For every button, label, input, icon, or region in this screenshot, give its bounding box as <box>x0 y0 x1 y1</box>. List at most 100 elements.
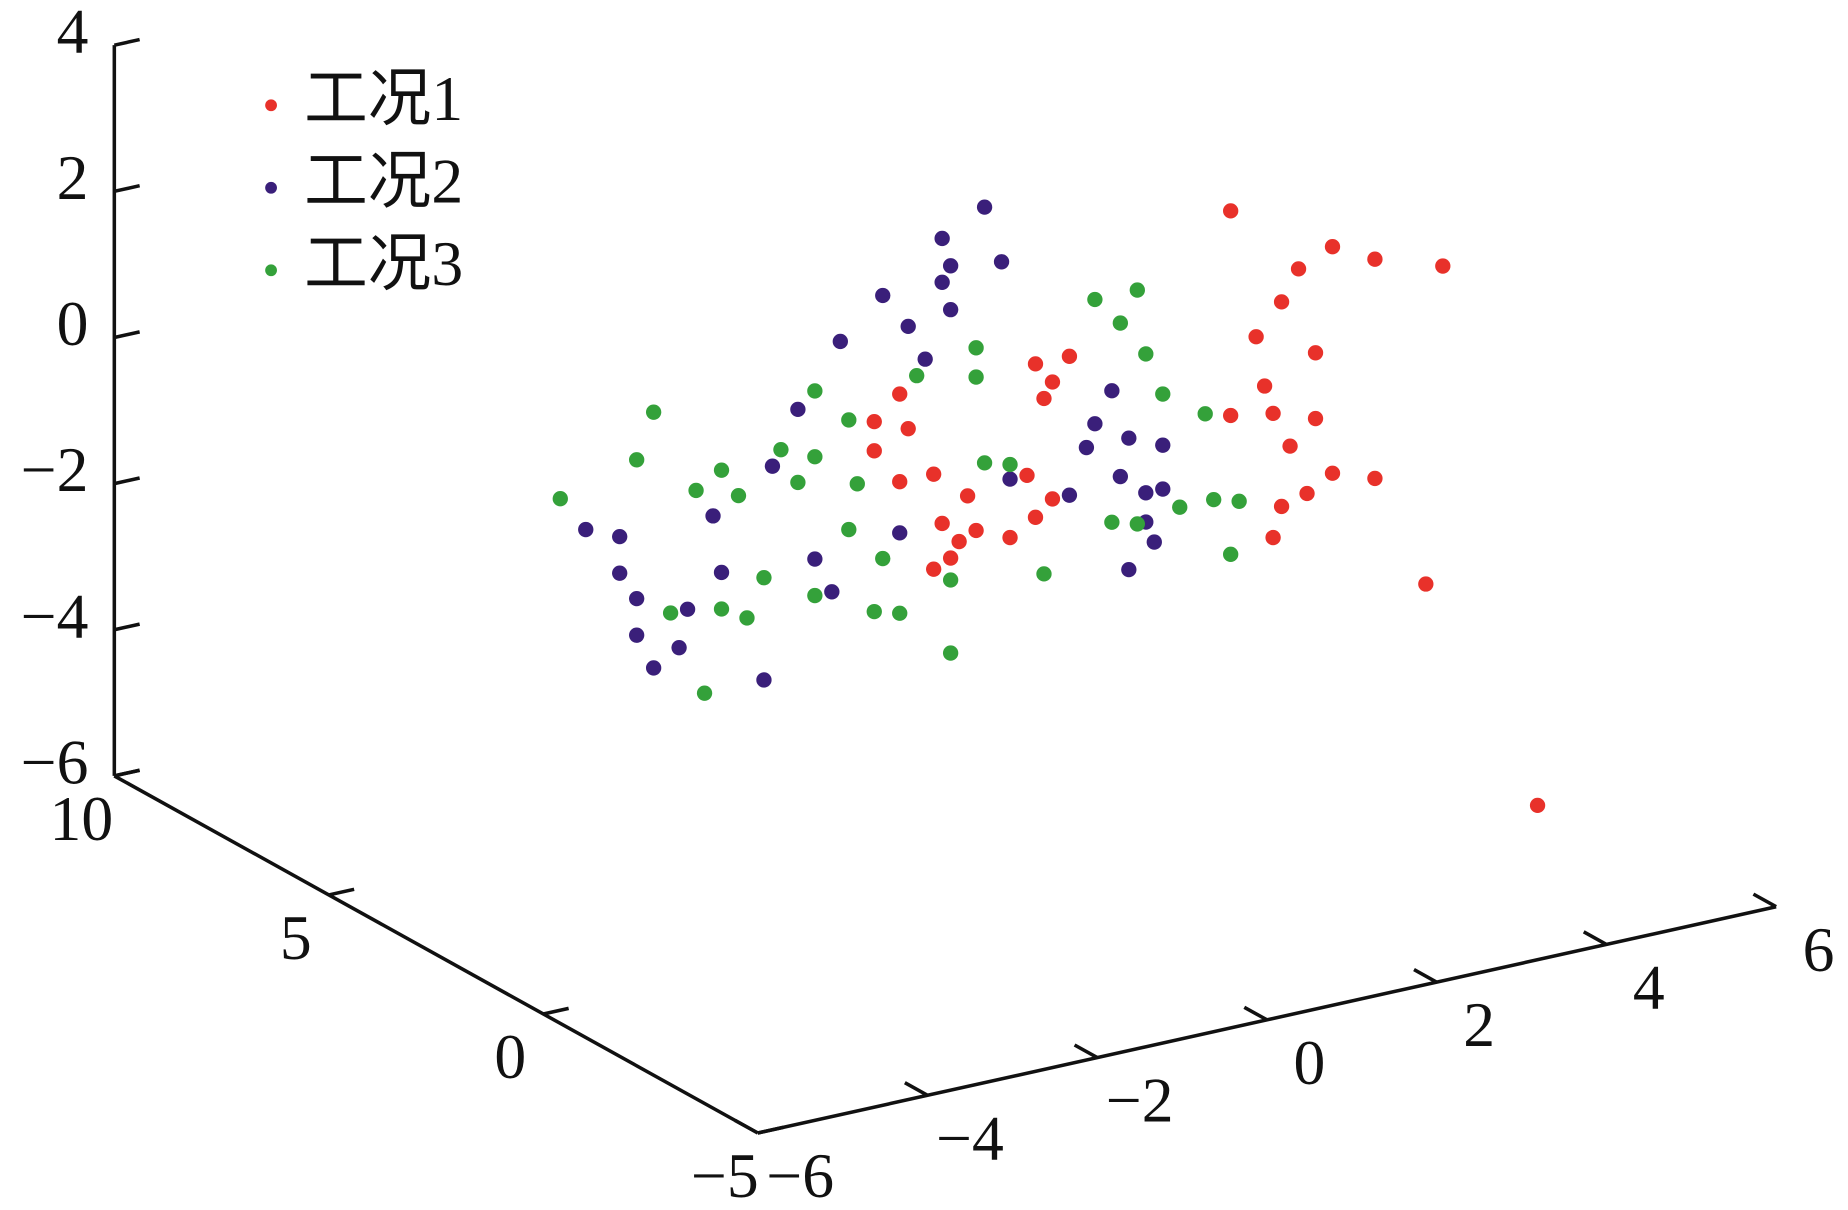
y-tick-label: 5 <box>280 902 312 973</box>
z-tick <box>113 622 141 632</box>
point <box>1248 329 1264 345</box>
point <box>756 569 772 586</box>
point <box>926 561 942 577</box>
z-tick <box>113 330 141 340</box>
z-tick-label: −6 <box>21 726 89 797</box>
point <box>1138 346 1154 362</box>
point <box>993 254 1010 270</box>
point <box>1223 407 1239 424</box>
point <box>1299 485 1315 502</box>
point <box>959 488 976 504</box>
point <box>739 610 755 626</box>
point <box>1223 203 1239 219</box>
point <box>866 603 882 620</box>
x-tick-label: −4 <box>936 1102 1004 1173</box>
point <box>951 533 967 550</box>
point <box>934 274 950 290</box>
point <box>892 525 908 541</box>
point <box>1002 456 1018 473</box>
x-tick-label: 4 <box>1633 952 1665 1023</box>
point <box>968 369 984 385</box>
point <box>942 550 959 566</box>
point <box>892 474 908 490</box>
legend-marker <box>265 181 277 194</box>
x-tick <box>734 1118 759 1135</box>
point <box>662 605 679 621</box>
point <box>1367 251 1383 267</box>
point <box>849 476 865 492</box>
y-tick-label: −5 <box>691 1140 759 1210</box>
point <box>1061 348 1078 364</box>
point <box>892 605 908 621</box>
z-tick-label: 0 <box>57 288 89 359</box>
x-tick-label: 2 <box>1463 989 1495 1060</box>
point <box>612 565 628 581</box>
point <box>976 455 993 471</box>
point <box>688 482 704 499</box>
y-tick <box>757 1125 784 1135</box>
y-tick <box>113 768 141 778</box>
point <box>968 340 984 356</box>
z-tick-label: −2 <box>21 434 89 505</box>
point <box>1078 439 1095 456</box>
point <box>1002 529 1018 546</box>
point <box>968 522 984 539</box>
point <box>1307 410 1324 427</box>
point <box>926 466 942 482</box>
point <box>942 301 959 318</box>
point <box>756 672 772 688</box>
legend-label: 工况2 <box>304 145 463 216</box>
point <box>807 551 823 567</box>
legend-marker <box>265 99 277 112</box>
point <box>824 584 840 600</box>
point <box>629 627 645 643</box>
point <box>1324 239 1341 255</box>
point <box>1129 516 1145 532</box>
point <box>1273 498 1290 515</box>
x-tick-label: 6 <box>1803 914 1835 985</box>
legend-label: 工况3 <box>304 228 463 299</box>
x-tick-label: 0 <box>1293 1027 1325 1098</box>
point <box>1435 258 1451 274</box>
point <box>730 487 747 504</box>
point <box>1324 465 1341 481</box>
point <box>1112 468 1129 485</box>
x-tick <box>1582 930 1608 946</box>
point <box>790 401 806 418</box>
point <box>900 318 916 335</box>
point <box>1155 437 1171 453</box>
point <box>841 412 857 428</box>
point <box>1061 487 1078 503</box>
point <box>807 587 823 604</box>
point <box>1104 383 1120 399</box>
point <box>1121 430 1137 446</box>
point <box>942 572 959 588</box>
point <box>713 462 730 478</box>
point <box>645 404 662 420</box>
point <box>1307 345 1324 361</box>
point <box>875 550 891 567</box>
point <box>1044 491 1061 507</box>
point <box>773 442 789 458</box>
point <box>1155 481 1171 497</box>
point <box>1019 467 1035 484</box>
legend-marker <box>265 264 277 277</box>
point <box>1027 509 1044 525</box>
point <box>629 590 645 607</box>
point <box>875 287 891 304</box>
point <box>1036 566 1052 582</box>
point <box>578 521 594 538</box>
point <box>1104 514 1120 530</box>
point <box>1265 405 1281 422</box>
point <box>1529 797 1546 814</box>
point <box>1273 294 1290 310</box>
point <box>942 258 959 274</box>
point <box>612 528 628 545</box>
point <box>679 601 696 617</box>
x-tick-label: −6 <box>766 1140 834 1210</box>
z-tick-label: 4 <box>57 0 89 67</box>
point <box>1172 499 1188 515</box>
point <box>866 443 882 459</box>
